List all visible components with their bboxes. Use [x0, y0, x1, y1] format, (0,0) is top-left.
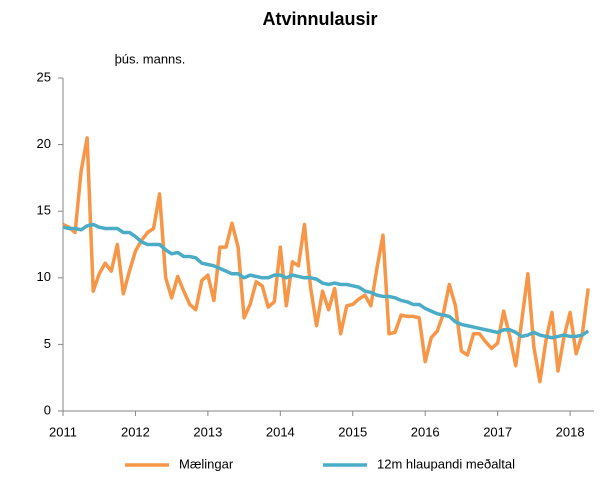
y-tick-label: 20 [37, 136, 51, 151]
y-tick-label: 25 [37, 69, 51, 84]
x-tick-label: 2017 [483, 424, 512, 439]
y-tick-label: 15 [37, 203, 51, 218]
x-tick-label: 2013 [193, 424, 222, 439]
legend-label: 12m hlaupandi meðaltal [377, 456, 515, 471]
x-tick-label: 2014 [266, 424, 295, 439]
y-tick-label: 0 [44, 402, 51, 417]
legend-label: Mælingar [179, 456, 234, 471]
chart-title: Atvinnulausir [262, 9, 377, 29]
series-line [62, 222, 590, 340]
x-tick-label: 2016 [411, 424, 440, 439]
y-axis-label: þús. manns. [115, 51, 186, 66]
x-tick-label: 2012 [121, 424, 150, 439]
y-tick-label: 10 [37, 269, 51, 284]
y-tick-label: 5 [44, 336, 51, 351]
x-tick-label: 2015 [338, 424, 367, 439]
x-tick-label: 2018 [556, 424, 585, 439]
x-tick-label: 2011 [49, 424, 77, 439]
series-line [62, 136, 590, 384]
